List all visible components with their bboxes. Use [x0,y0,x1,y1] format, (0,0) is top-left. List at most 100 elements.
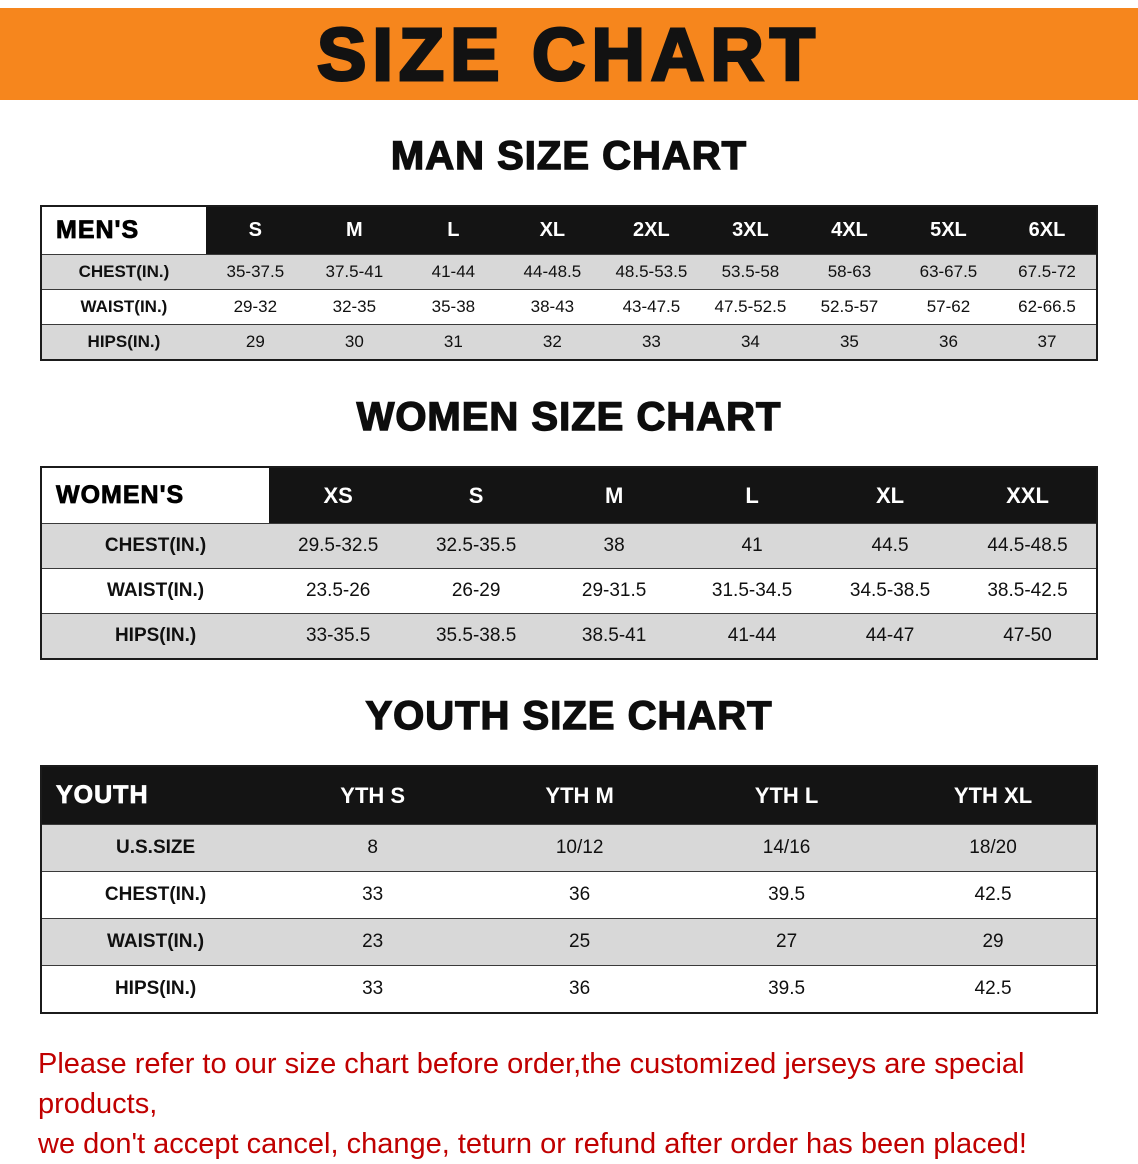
women-size-section: WOMEN SIZE CHART WOMEN'S XS S M L XL XXL CHEST(… [0,394,1138,660]
size-value: 35-37.5 [226,262,285,281]
row-label: WAIST(IN.) [107,931,205,952]
size-value: 48.5-53.5 [615,262,688,281]
size-value: 38 [603,535,625,556]
size-table-row: U.S.SIZE 8 10/12 14/16 18/20 [41,824,1097,872]
size-value: 31 [443,332,463,351]
size-value: 42.5 [974,884,1012,905]
size-value: 58-63 [827,262,872,281]
size-column-header: XL [821,467,960,524]
size-column-header: M [545,467,684,524]
notice-line-2: we don't accept cancel, change, teturn o… [38,1128,1027,1161]
size-value: 32.5-35.5 [435,535,517,556]
size-value: 47.5-52.5 [714,297,787,316]
row-label: CHEST(IN.) [104,884,207,905]
men-size-section: MAN SIZE CHART MEN'S S M L XL 2XL 3XL 4XL 5XL 6XL… [0,133,1138,361]
size-value: 63-67.5 [919,262,978,281]
size-table-row: HIPS(IN.) 33 36 39.5 42.5 [41,965,1097,1013]
size-value: 27 [776,931,798,952]
men-section-heading: MAN SIZE CHART [390,133,748,178]
size-value: 44.5 [871,535,909,556]
size-table-row: CHEST(IN.) 35-37.5 37.5-41 41-44 44-48.5 48.5… [41,254,1097,290]
women-section-heading: WOMEN SIZE CHART [356,394,782,439]
row-label: U.S.SIZE [116,837,196,858]
size-column-header: XS [269,467,408,524]
size-value: 29-32 [233,297,278,316]
size-value: 25 [569,931,591,952]
size-value: 44-47 [865,625,915,646]
table-title-cell: YOUTH [41,766,270,825]
size-column-header: YTH XL [890,766,1097,825]
notice-line-1: Please refer to our size chart before or… [38,1048,1025,1121]
size-value: 41-44 [431,262,476,281]
size-value: 37.5-41 [325,262,384,281]
row-label: HIPS(IN.) [114,978,197,999]
size-column-header: 5XL [898,206,998,255]
size-column-header: XXL [959,467,1097,524]
size-value: 34.5-38.5 [849,580,931,601]
women-size-table: WOMEN'S XS S M L XL XXL CHEST(IN.) 29.5-32.5 32.5… [40,466,1098,660]
size-column-header: YTH S [269,766,477,825]
size-value: 35.5-38.5 [435,625,517,646]
size-value: 33 [362,978,384,999]
size-value: 33 [641,332,661,351]
size-value: 52.5-57 [820,297,879,316]
size-table-row: CHEST(IN.) 29.5-32.5 32.5-35.5 38 41 44.5 44.5… [41,523,1097,569]
size-value: 38-43 [530,297,575,316]
size-value: 47-50 [1003,625,1052,646]
size-value: 62-66.5 [1018,297,1076,316]
men-size-table: MEN'S S M L XL 2XL 3XL 4XL 5XL 6XL CHEST(IN.) 35-37… [40,205,1098,361]
size-value: 31.5-34.5 [711,580,793,601]
row-label: WAIST(IN.) [80,297,168,316]
size-value: 39.5 [768,978,806,999]
youth-section-heading: YOUTH SIZE CHART [365,693,773,738]
youth-size-section: YOUTH SIZE CHART YOUTH YTH S YTH M YTH L YTH… [0,693,1138,1014]
size-column-header: YTH L [683,766,891,825]
size-value: 53.5-58 [721,262,780,281]
size-value: 57-62 [926,297,971,316]
size-table-header-row: WOMEN'S XS S M L XL XXL [41,467,1097,524]
size-column-header: 4XL [799,206,899,255]
size-table-row: HIPS(IN.) 29 30 31 32 33 34 35 36 37 [41,324,1097,360]
size-table-row: WAIST(IN.) 29-32 32-35 35-38 38-43 43-47.5 47.… [41,289,1097,325]
size-value: 33-35.5 [305,625,371,646]
size-column-header: 6XL [997,206,1097,255]
youth-size-table: YOUTH YTH S YTH M YTH L YTH XL U.S.SIZE 8 10/12… [40,765,1098,1014]
size-table-row: WAIST(IN.) 23 25 27 29 [41,918,1097,966]
size-value: 67.5-72 [1018,262,1076,281]
size-value: 36 [569,884,591,905]
table-title-cell: WOMEN'S [41,467,270,524]
size-value: 37 [1037,332,1057,351]
size-column-header: S [407,467,546,524]
size-value: 8 [367,837,378,858]
size-value: 36 [569,978,591,999]
size-value: 42.5 [974,978,1012,999]
size-column-header: 2XL [601,206,701,255]
size-value: 23.5-26 [305,580,371,601]
size-value: 34 [740,332,760,351]
page-title: SIZE CHART [316,11,821,97]
size-value: 32 [542,332,562,351]
banner: SIZE CHART [0,8,1138,100]
size-value: 44-48.5 [523,262,582,281]
row-label: HIPS(IN.) [87,332,161,351]
size-table-header-row: YOUTH YTH S YTH M YTH L YTH XL [41,766,1097,825]
size-value: 35 [839,332,859,351]
size-value: 18/20 [969,837,1017,858]
size-column-header: L [403,206,503,255]
size-value: 29 [982,931,1004,952]
size-value: 26-29 [451,580,501,601]
table-title-cell: MEN'S [41,206,206,255]
size-table-header-row: MEN'S S M L XL 2XL 3XL 4XL 5XL 6XL [41,206,1097,255]
row-label: HIPS(IN.) [114,625,197,646]
size-value: 23 [362,931,384,952]
size-value: 38.5-42.5 [987,580,1068,601]
size-value: 29 [245,332,265,351]
size-value: 30 [344,332,364,351]
size-value: 41 [741,535,763,556]
size-value: 10/12 [555,837,604,858]
size-value: 29-31.5 [581,580,647,601]
size-table-row: CHEST(IN.) 33 36 39.5 42.5 [41,871,1097,919]
size-table-row: WAIST(IN.) 23.5-26 26-29 29-31.5 31.5-34.5 34… [41,568,1097,614]
row-label: CHEST(IN.) [78,262,170,281]
